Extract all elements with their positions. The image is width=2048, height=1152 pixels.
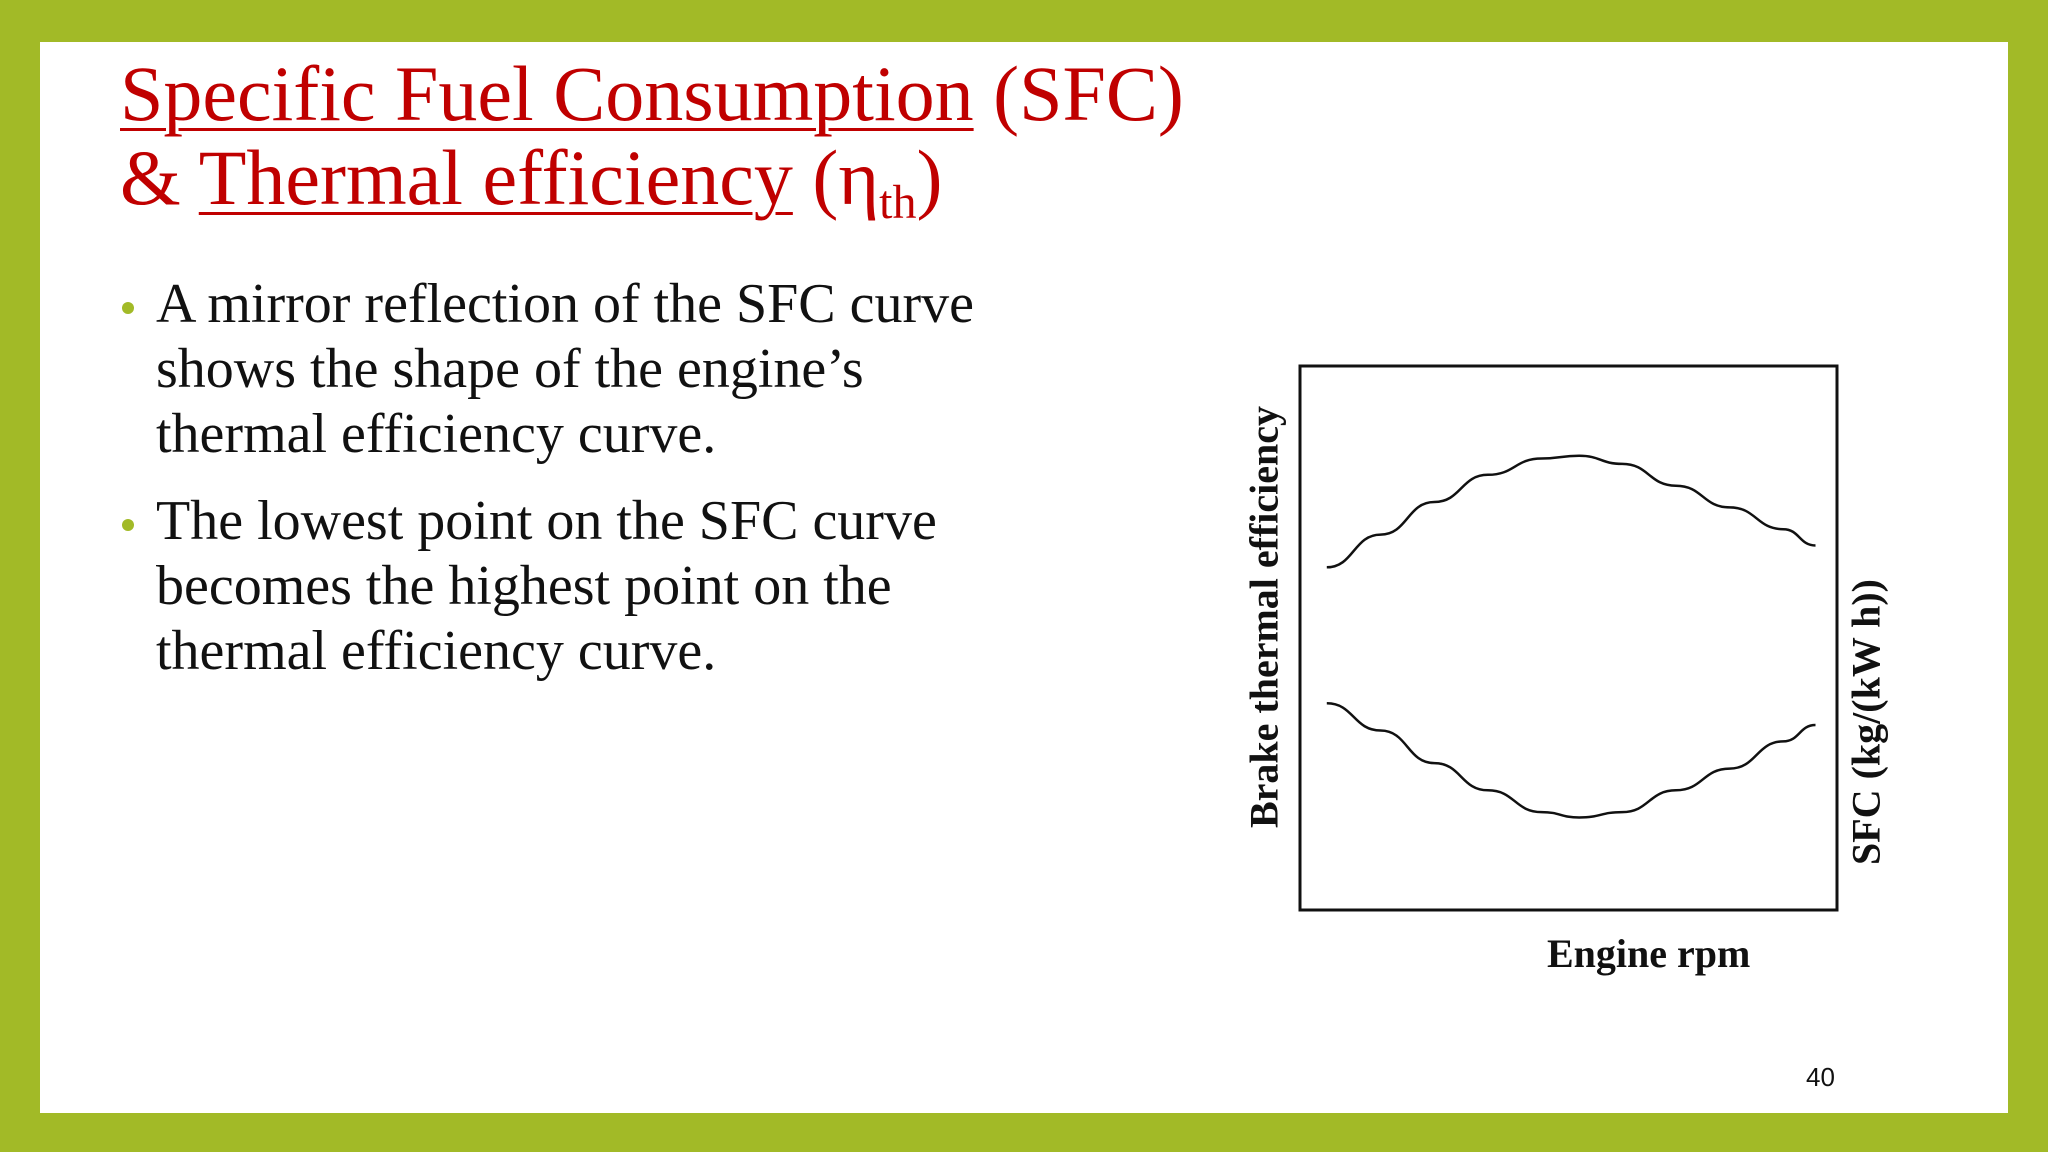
bullet-text: The lowest point on the SFC curve become…	[156, 490, 937, 682]
bullet-dot-icon	[122, 302, 134, 314]
thermal-efficiency-curve	[1326, 454, 1816, 569]
title-line-2: & Thermal efficiency (ηth)	[120, 134, 1184, 227]
bullet-item: A mirror reflection of the SFC curve sho…	[122, 272, 1022, 467]
title-eta-subscript: th	[879, 176, 917, 229]
title-ampersand: &	[120, 134, 199, 221]
sfc-curve	[1326, 702, 1816, 819]
title-eta: (η	[792, 134, 880, 221]
bullet-list: A mirror reflection of the SFC curve sho…	[122, 272, 1022, 706]
y-axis-label-right: SFC (kg/(kW h))	[1843, 579, 1889, 865]
title-close-paren: )	[916, 134, 943, 221]
series-layer	[1326, 454, 1816, 819]
title-sfc-abbrev: (SFC)	[973, 50, 1184, 137]
slide: Specific Fuel Consumption (SFC) & Therma…	[40, 42, 2008, 1113]
plot-frame	[1298, 364, 1839, 912]
y-axis-label-left: Brake thermal efficiency	[1241, 405, 1287, 829]
title-thermal-term: Thermal efficiency	[198, 134, 793, 221]
slide-title: Specific Fuel Consumption (SFC) & Therma…	[120, 52, 1184, 227]
chart-svg	[1298, 364, 1839, 912]
bullet-text: A mirror reflection of the SFC curve sho…	[156, 273, 975, 465]
x-axis-label: Engine rpm	[1547, 931, 1751, 976]
title-sfc-term: Specific Fuel Consumption	[120, 50, 974, 137]
bullet-item: The lowest point on the SFC curve become…	[122, 489, 1022, 684]
title-line-1: Specific Fuel Consumption (SFC)	[120, 52, 1184, 136]
bullet-dot-icon	[122, 519, 134, 531]
sfc-efficiency-chart: Brake thermal efficiency SFC (kg/(kW h))…	[1180, 312, 1940, 992]
page-number: 40	[1806, 1062, 1835, 1092]
